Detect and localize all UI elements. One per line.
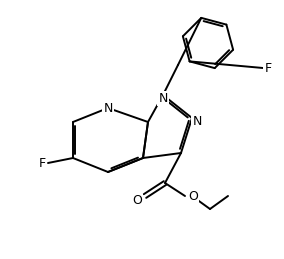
- Text: F: F: [38, 156, 45, 169]
- Text: N: N: [192, 114, 202, 127]
- Text: O: O: [132, 195, 142, 207]
- Text: N: N: [158, 91, 168, 104]
- Text: N: N: [103, 102, 113, 114]
- Text: F: F: [264, 61, 272, 75]
- Text: O: O: [188, 190, 198, 203]
